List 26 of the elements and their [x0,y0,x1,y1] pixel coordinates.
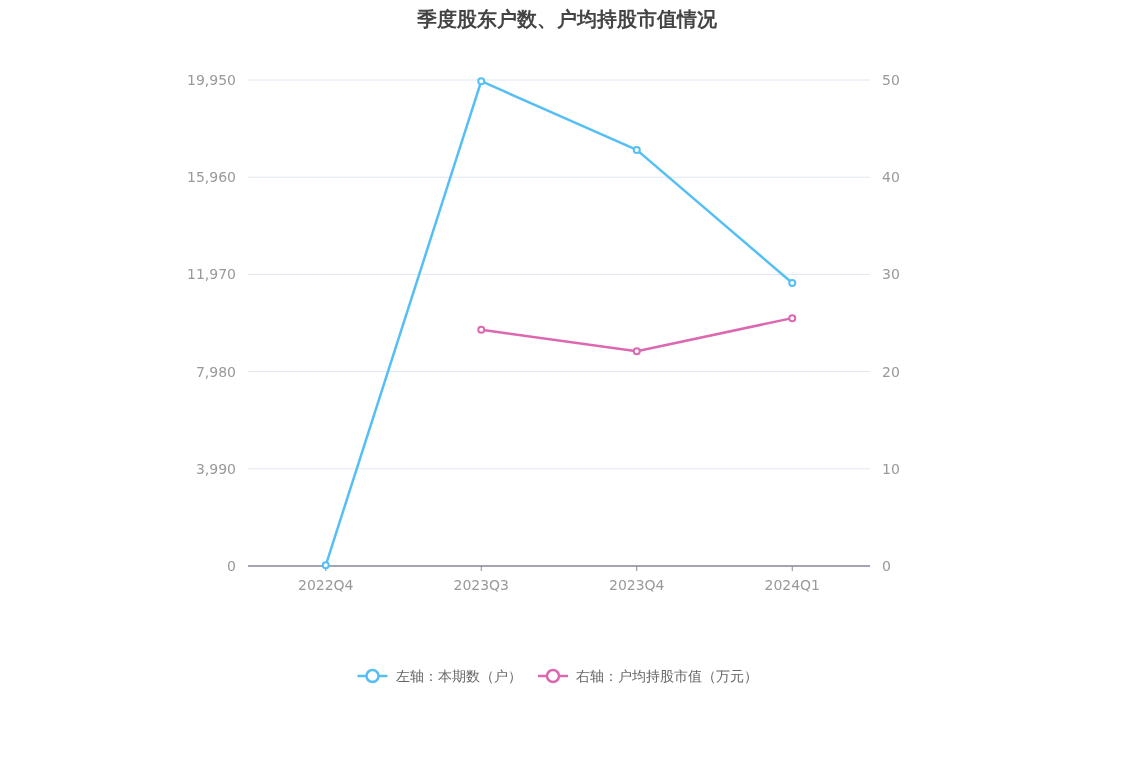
y-tick-label: 0 [227,558,236,574]
y2-tick-label: 30 [882,266,900,283]
point [321,561,330,570]
y-tick-label: 19,950 [187,72,236,88]
legend-label: 右轴：户均持股市值（万元） [576,668,758,684]
point [632,347,641,356]
y2-tick-label: 50 [882,72,900,88]
x-tick-label: 2023Q3 [453,577,510,593]
x-tick-label: 2023Q4 [608,577,665,593]
y2-tick-label: 20 [882,363,900,380]
y-tick-label: 3,990 [195,460,236,477]
legend-label: 左轴：本期数（户） [395,668,522,684]
y2-tick-label: 0 [882,558,891,574]
chart-title: 季度股东户数、户均持股市值情况 [416,7,718,31]
x-tick-label: 2022Q4 [297,577,354,593]
point [477,77,486,86]
point [788,314,797,323]
point [788,278,797,287]
point [477,325,486,334]
y2-tick-label: 10 [882,460,900,477]
y-tick-label: 15,960 [187,169,236,186]
y2-tick-label: 40 [882,169,900,186]
x-tick-label: 2024Q1 [764,577,821,593]
point [632,145,641,154]
y-tick-label: 11,970 [187,266,236,283]
y-tick-label: 7,980 [195,363,236,380]
